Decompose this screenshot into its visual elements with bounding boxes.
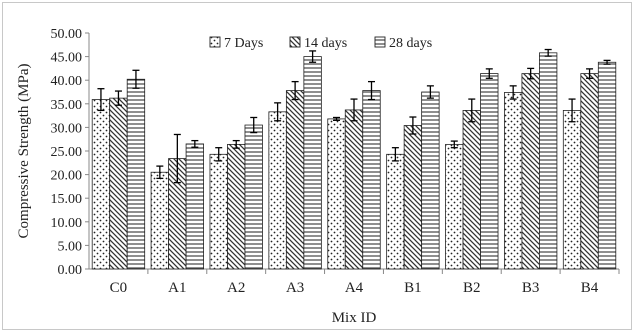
bar-B4-7-days (562, 110, 582, 270)
error-bars (97, 48, 611, 184)
legend: 7 Days 14 days 28 days (209, 36, 432, 51)
bar-A3-7-days (268, 111, 287, 270)
error-bar (350, 98, 358, 122)
x-tick-label: B1 (404, 280, 422, 296)
legend-item-14-days: 14 days (289, 36, 347, 51)
bar-A4-14-days (344, 109, 364, 270)
legend-swatch (209, 36, 221, 48)
bar-B2-7-days (445, 143, 464, 270)
bar-B1-14-days (403, 125, 423, 270)
error-bar (509, 85, 517, 100)
y-tick-label: 25.00 (51, 145, 83, 160)
error-bar (173, 133, 181, 184)
legend-label: 7 Days (224, 36, 263, 51)
x-tick-label: A1 (168, 280, 186, 296)
x-tick-label: C0 (110, 280, 128, 296)
error-bar (391, 147, 399, 162)
y-axis-title: Compressive Strength (MPa) (16, 64, 32, 239)
error-bar (527, 67, 535, 80)
bar-A2-7-days (209, 153, 228, 270)
error-bar (544, 48, 552, 57)
axes: 0.00 5.00 10.00 15.00 20.00 25.00 30.00 35.00 40… (51, 27, 620, 296)
y-tick-label: 40.00 (51, 74, 83, 89)
bar-B1-28-days (421, 91, 440, 270)
legend-label: 28 days (389, 36, 432, 51)
bar-A2-14-days (227, 143, 246, 270)
bar-A4-28-days (362, 90, 381, 270)
x-tick-label: A3 (286, 280, 304, 296)
bar-A3-14-days (285, 90, 305, 270)
error-bar (132, 69, 140, 89)
bar-C0-7-days (91, 99, 111, 270)
error-bar (215, 147, 223, 162)
error-bar (368, 80, 375, 101)
y-tick-label: 0.00 (58, 263, 83, 278)
legend-label: 14 days (304, 36, 347, 51)
bar-B2-14-days (462, 110, 481, 270)
legend-item-28-days: 28 days (374, 36, 432, 51)
bar-A4-7-days (327, 118, 346, 270)
error-bar (426, 85, 434, 99)
error-bar (450, 140, 458, 149)
error-bar (333, 116, 340, 121)
chart-frame: 0.00 5.00 10.00 15.00 20.00 25.00 30.00 35.00 40… (2, 2, 632, 330)
bar-B2-28-days (480, 73, 499, 270)
error-bar (291, 80, 299, 101)
x-tick-label: B3 (522, 280, 540, 296)
error-bar (468, 98, 476, 123)
bar-C0-28-days (126, 78, 146, 270)
legend-swatch (289, 36, 301, 48)
bar-B1-7-days (386, 153, 405, 270)
error-bar (250, 116, 258, 134)
bar-A1-28-days (185, 143, 204, 270)
bar-B3-14-days (521, 73, 540, 270)
y-tick-label: 10.00 (51, 216, 83, 231)
error-bar (586, 68, 594, 79)
error-bar (191, 139, 199, 148)
bar-A3-28-days (303, 56, 322, 270)
y-tick-label: 35.00 (51, 98, 83, 113)
error-bar (97, 88, 105, 112)
x-tick-label: A4 (345, 280, 364, 296)
compressive-strength-chart: 0.00 5.00 10.00 15.00 20.00 25.00 30.00 35.00 40… (16, 27, 620, 326)
error-bar (156, 165, 164, 180)
y-tick-label: 5.00 (58, 239, 83, 254)
y-tick-label: 45.00 (51, 51, 83, 66)
bar-A1-7-days (150, 171, 169, 270)
legend-item-7-days: 7 Days (209, 36, 263, 51)
error-bar (568, 98, 576, 123)
error-bar (485, 68, 493, 79)
x-tick-label: B2 (463, 280, 481, 296)
y-tick-label: 30.00 (51, 121, 83, 136)
x-tick-label: B4 (581, 280, 599, 296)
bar-A2-28-days (244, 124, 263, 270)
x-axis-title: Mix ID (332, 310, 377, 326)
error-bar (274, 102, 282, 122)
bar-B4-14-days (580, 73, 599, 270)
y-tick-label: 50.00 (51, 27, 83, 42)
y-tick-label: 20.00 (51, 169, 83, 184)
bar-B4-28-days (597, 61, 617, 270)
bar-C0-14-days (109, 97, 128, 270)
legend-swatch (374, 36, 386, 48)
error-bar (603, 59, 611, 65)
error-bar (309, 50, 317, 63)
x-tick-label: A2 (227, 280, 245, 296)
bars (91, 52, 617, 270)
error-bar (232, 139, 240, 149)
bar-B3-7-days (504, 92, 523, 270)
bar-B3-28-days (539, 52, 558, 270)
error-bar (409, 116, 417, 135)
y-tick-label: 15.00 (51, 192, 83, 207)
error-bar (114, 90, 122, 106)
